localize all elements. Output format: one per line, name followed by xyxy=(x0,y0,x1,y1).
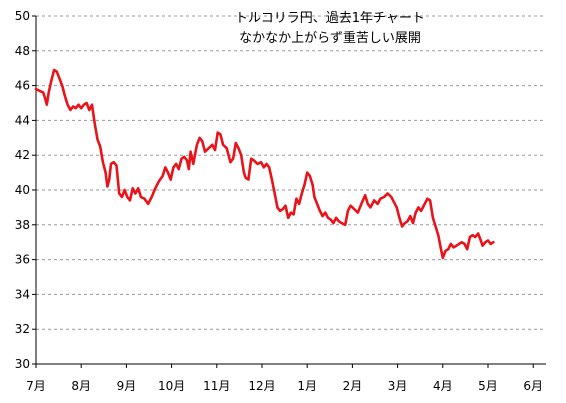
chart-title: トルコリラ円、過去1年チャート なかなか上がらず重苦しい展開 xyxy=(235,11,425,46)
series xyxy=(34,68,495,260)
chart-title-line-1: トルコリラ円、過去1年チャート xyxy=(235,11,425,26)
y-tick-label: 32 xyxy=(15,322,30,336)
x-tick-label: 4月 xyxy=(433,379,453,393)
chart-title-line-2: なかなか上がらず重苦しい展開 xyxy=(239,30,421,46)
y-tick-label: 40 xyxy=(15,183,30,197)
x-tick-label: 5月 xyxy=(478,379,498,393)
y-tick-label: 38 xyxy=(15,218,30,232)
x-tick-label: 2月 xyxy=(343,379,363,393)
y-axis-ticks: 30 32 34 36 38 40 42 44 46 48 50 xyxy=(15,9,36,371)
y-tick-label: 44 xyxy=(15,113,30,127)
y-tick-label: 50 xyxy=(15,9,30,23)
y-tick-label: 42 xyxy=(15,148,30,162)
x-axis-ticks: 7月 8月 9月 10月 11月 12月 1月 2月 3月 4月 5月 6月 xyxy=(26,364,543,393)
x-tick-label: 9月 xyxy=(117,379,137,393)
series-line xyxy=(34,68,495,260)
gridlines xyxy=(36,15,546,330)
x-tick-label: 7月 xyxy=(26,379,46,393)
y-tick-label: 34 xyxy=(15,287,30,301)
x-tick-label: 3月 xyxy=(388,379,408,393)
x-tick-label: 11月 xyxy=(203,379,230,393)
x-tick-label: 8月 xyxy=(71,379,91,393)
y-tick-label: 48 xyxy=(15,44,30,58)
y-tick-label: 46 xyxy=(15,79,30,93)
x-tick-label: 12月 xyxy=(248,379,275,393)
x-tick-label: 1月 xyxy=(297,379,317,393)
x-tick-label: 6月 xyxy=(523,379,543,393)
y-tick-label: 30 xyxy=(15,357,30,371)
y-tick-label: 36 xyxy=(15,253,30,267)
x-tick-label: 10月 xyxy=(158,379,185,393)
